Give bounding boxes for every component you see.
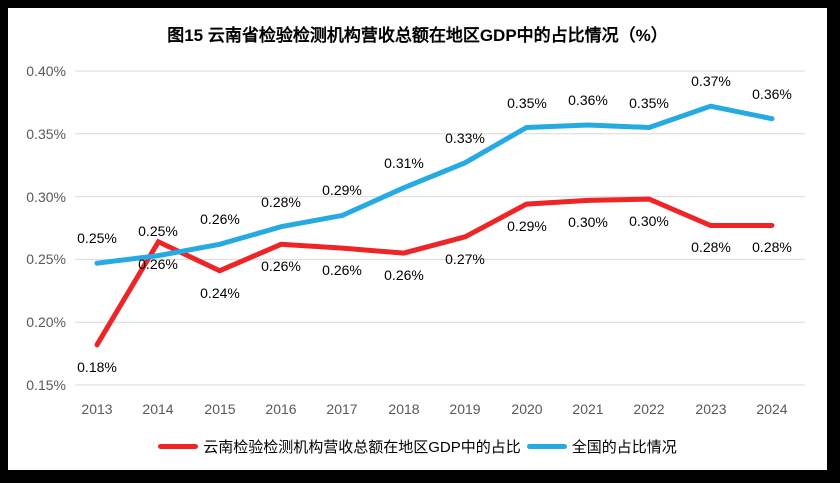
yunnan-series-label: 云南检验检测机构营收总额在地区GDP中的占比 — [203, 439, 521, 456]
chart-title: 图15 云南省检验检测机构营收总额在地区GDP中的占比情况（%） — [167, 26, 668, 45]
series-line-0 — [94, 196, 775, 348]
chart-canvas: 图15 云南省检验检测机构营收总额在地区GDP中的占比情况（%） 0.40% 0.… — [8, 8, 827, 470]
national-series-label: 全国的占比情况 — [571, 439, 677, 456]
national-series-swatch — [526, 444, 567, 449]
legend: 云南检验检测机构营收总额在地区GDP中的占比 全国的占比情况 — [8, 436, 827, 457]
legend-item-national: 全国的占比情况 — [526, 436, 677, 457]
yunnan-series-swatch — [158, 444, 199, 449]
series-line-1 — [94, 103, 775, 266]
plot-area — [75, 70, 805, 386]
legend-item-yunnan: 云南检验检测机构营收总额在地区GDP中的占比 — [158, 436, 521, 457]
